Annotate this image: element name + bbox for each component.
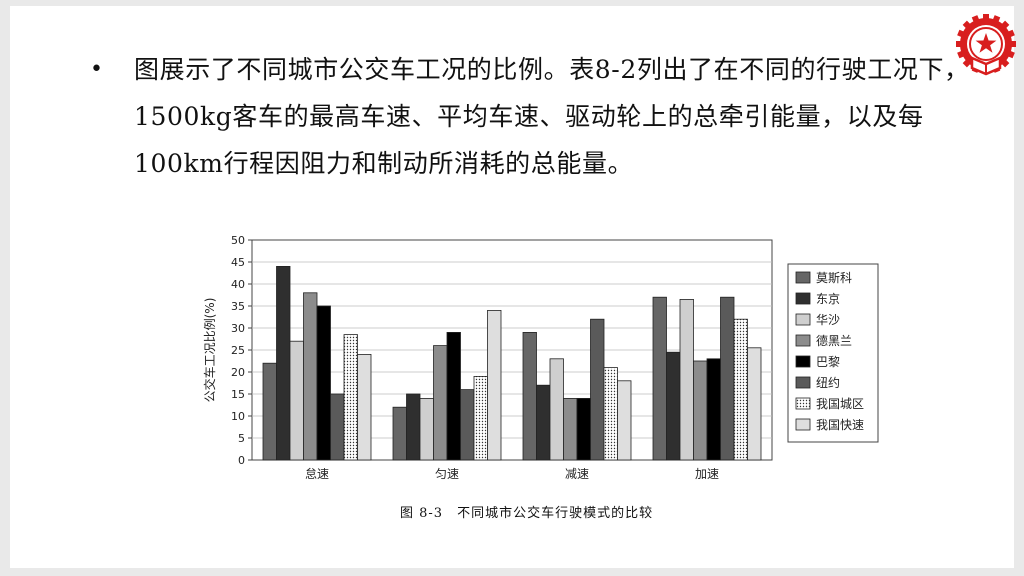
bar	[419, 397, 434, 461]
x-tick-label: 减速	[565, 467, 589, 481]
bar	[330, 393, 345, 461]
bar	[262, 362, 277, 461]
x-tick-label: 加速	[695, 467, 719, 481]
bar-chart: 0 5 10 15 20 25 30 35 40 45 50 公交车工况比例(%) 怠速 匀速 减速 加速 莫…	[190, 228, 890, 528]
y-tick-label: 5	[238, 432, 245, 445]
university-emblem-icon	[956, 14, 1016, 76]
bar	[679, 299, 694, 461]
y-tick-label: 40	[231, 278, 245, 291]
y-tick-label: 10	[231, 410, 245, 423]
legend-label: 莫斯科	[816, 271, 852, 285]
bullet-paragraph: • 图展示了不同城市公交车工况的比例。表8-2列出了在不同的行驶工况下，1500…	[90, 46, 970, 187]
bar	[446, 332, 461, 461]
legend-swatch	[795, 418, 811, 431]
bar	[706, 358, 721, 461]
legend-label: 德黑兰	[816, 333, 852, 348]
y-tick-label: 20	[231, 366, 245, 379]
bullet-dot-icon: •	[90, 57, 103, 82]
bar	[473, 375, 488, 461]
chart-svg: 0 5 10 15 20 25 30 35 40 45 50 公交车工况比例(%) 怠速 匀速 减速 加速 莫…	[202, 234, 879, 481]
bar	[487, 310, 502, 461]
legend-label: 我国城区	[816, 397, 864, 411]
bar	[460, 389, 475, 461]
bar	[590, 318, 605, 461]
bar	[316, 305, 331, 461]
y-tick-label: 0	[238, 454, 245, 467]
legend-label: 我国快速	[816, 418, 864, 432]
legend-swatch	[795, 397, 811, 410]
bar	[406, 393, 421, 461]
legend-swatch	[795, 334, 811, 347]
y-tick-label: 25	[231, 344, 245, 357]
figure-caption: 图 8-3 不同城市公交车行驶模式的比较	[400, 506, 654, 521]
bar	[576, 397, 591, 461]
bar	[603, 367, 618, 461]
legend-label: 东京	[816, 292, 840, 306]
bar	[522, 332, 537, 461]
bar	[693, 360, 708, 461]
bar	[343, 334, 358, 461]
legend-label: 华沙	[816, 313, 840, 327]
y-tick-label: 50	[231, 234, 245, 247]
y-axis-label: 公交车工况比例(%)	[202, 298, 217, 403]
legend-swatch	[795, 313, 811, 326]
bar	[747, 347, 762, 461]
bar	[563, 397, 578, 461]
bullet-text: 图展示了不同城市公交车工况的比例。表8-2列出了在不同的行驶工况下，1500kg…	[134, 55, 970, 178]
bar	[549, 358, 564, 461]
y-tick-label: 45	[231, 256, 245, 269]
x-tick-label: 匀速	[435, 467, 459, 481]
y-tick-label: 15	[231, 388, 245, 401]
bar	[617, 380, 632, 461]
legend-box	[787, 263, 879, 443]
legend-swatch	[795, 355, 811, 368]
bar	[666, 351, 681, 461]
bar	[357, 354, 372, 461]
legend-swatch	[795, 271, 811, 284]
bar	[652, 296, 667, 461]
slide: • 图展示了不同城市公交车工况的比例。表8-2列出了在不同的行驶工况下，1500…	[10, 6, 1016, 568]
bar	[720, 296, 735, 461]
bar	[433, 345, 448, 461]
legend-label: 纽约	[816, 375, 840, 390]
bar	[733, 318, 748, 461]
bar	[536, 384, 551, 461]
y-tick-label: 35	[231, 300, 245, 313]
bar	[303, 292, 318, 461]
y-tick-label: 30	[231, 322, 245, 335]
bar	[289, 340, 304, 461]
x-tick-label: 怠速	[305, 467, 329, 481]
legend-swatch	[795, 376, 811, 389]
bar	[392, 406, 407, 461]
bar	[276, 266, 291, 461]
legend-label: 巴黎	[816, 355, 840, 369]
legend-swatch	[795, 292, 811, 305]
